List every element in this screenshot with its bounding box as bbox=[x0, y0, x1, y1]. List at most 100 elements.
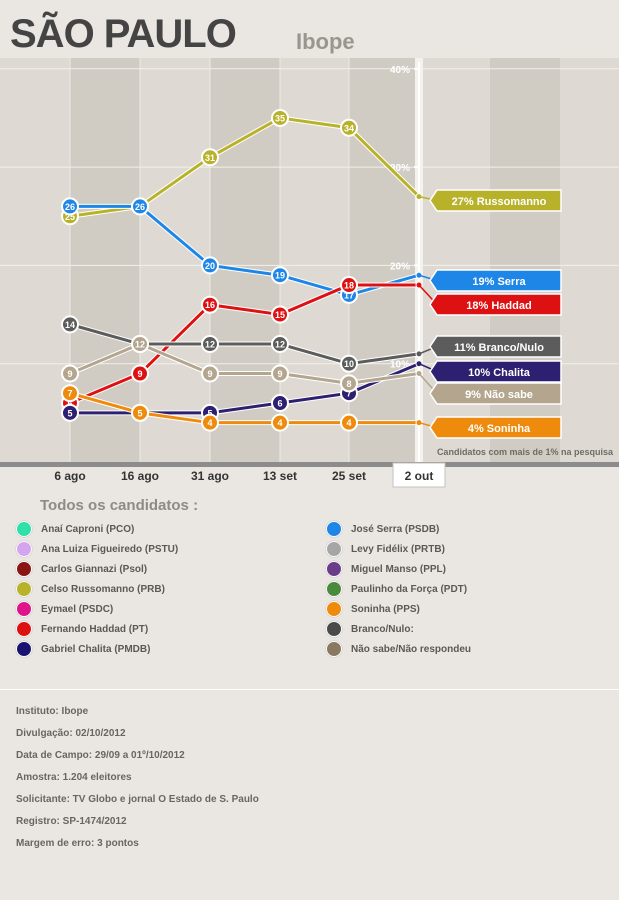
series-end-tag bbox=[429, 269, 562, 292]
line-chart: 40% 30% 20% 10% 6 ago 16 ago 31 ago 13 set 25 se… bbox=[0, 58, 619, 488]
legend-color-dot bbox=[16, 521, 32, 537]
divider bbox=[0, 689, 619, 690]
page-title: SÃO PAULO bbox=[10, 12, 237, 56]
x-axis-bar bbox=[0, 462, 619, 467]
legend-item: Celso Russomanno (PRB) bbox=[16, 580, 165, 598]
legend-label: José Serra (PSDB) bbox=[351, 523, 440, 535]
data-label: 10 bbox=[344, 359, 354, 369]
column-band bbox=[349, 58, 419, 462]
legend-item: Não sabe/Não respondeu bbox=[326, 640, 471, 658]
series-end-tag bbox=[429, 382, 562, 405]
data-point bbox=[271, 305, 289, 324]
data-label: 9 bbox=[67, 369, 72, 379]
data-point bbox=[340, 118, 358, 137]
x-tick-label: 25 set bbox=[332, 469, 366, 483]
data-label: 12 bbox=[135, 340, 145, 350]
data-point bbox=[201, 256, 219, 275]
data-label: 16 bbox=[205, 300, 215, 310]
y-tick-label: 40% bbox=[390, 65, 410, 76]
info-line: Margem de erro: 3 pontos bbox=[16, 838, 139, 849]
data-label: 4 bbox=[277, 418, 282, 428]
data-point bbox=[340, 354, 358, 373]
data-point bbox=[61, 403, 79, 422]
series-end-tag-label: 27% Russomanno bbox=[452, 196, 547, 208]
series-end-tag-label: 9% Não sabe bbox=[465, 389, 533, 401]
data-point bbox=[61, 384, 79, 403]
series-end-tag bbox=[429, 360, 562, 383]
legend-label: Anaí Caproni (PCO) bbox=[41, 523, 135, 535]
data-point bbox=[201, 413, 219, 432]
data-point bbox=[271, 335, 289, 354]
page-subtitle: Ibope bbox=[296, 29, 355, 54]
data-point bbox=[61, 364, 79, 383]
series-end-tag bbox=[429, 416, 562, 439]
series-line bbox=[69, 322, 420, 366]
legend-color-dot bbox=[326, 621, 342, 637]
column-band bbox=[210, 58, 280, 462]
legend-color-dot bbox=[16, 641, 32, 657]
legend-item: Levy Fidélix (PRTB) bbox=[326, 540, 445, 558]
data-point bbox=[340, 374, 358, 393]
data-label: 5 bbox=[207, 408, 212, 418]
data-label: 25 bbox=[65, 212, 75, 222]
data-label: 4 bbox=[207, 418, 212, 428]
y-tick-label: 20% bbox=[390, 261, 410, 272]
info-line: Registro: SP-1474/2012 bbox=[16, 816, 127, 827]
legend-color-dot bbox=[326, 641, 342, 657]
y-tick-label: 30% bbox=[390, 163, 410, 174]
data-point bbox=[131, 364, 149, 383]
data-label: 12 bbox=[275, 340, 285, 350]
data-label: 9 bbox=[137, 369, 142, 379]
series-end-tag bbox=[429, 293, 562, 316]
data-point bbox=[131, 197, 149, 216]
legend-item: Paulinho da Força (PDT) bbox=[326, 580, 467, 598]
data-label: 9 bbox=[207, 369, 212, 379]
data-label: 7 bbox=[67, 389, 72, 399]
data-point bbox=[340, 276, 358, 295]
series-line bbox=[69, 283, 419, 405]
data-point bbox=[271, 108, 289, 127]
data-label: 14 bbox=[65, 320, 75, 330]
legend-color-dot bbox=[326, 541, 342, 557]
info-line: Instituto: Ibope bbox=[16, 706, 89, 717]
data-point bbox=[201, 148, 219, 167]
legend-label: Não sabe/Não respondeu bbox=[351, 643, 472, 655]
info-line: Data de Campo: 29/09 a 01º/10/2012 bbox=[16, 750, 185, 761]
legend-item: Branco/Nulo: bbox=[326, 620, 414, 638]
x-tick-label: 31 ago bbox=[191, 469, 229, 483]
legend-color-dot bbox=[16, 621, 32, 637]
data-point bbox=[201, 295, 219, 314]
data-label: 26 bbox=[65, 202, 75, 212]
legend-item: José Serra (PSDB) bbox=[326, 520, 439, 538]
legend-color-dot bbox=[326, 601, 342, 617]
data-point bbox=[201, 364, 219, 383]
info-line: Amostra: 1.204 eleitores bbox=[16, 772, 132, 783]
legend-color-dot bbox=[326, 561, 342, 577]
data-point bbox=[415, 271, 423, 279]
legend-item: Miguel Manso (PPL) bbox=[326, 560, 446, 578]
data-point bbox=[131, 335, 149, 354]
data-label: 19 bbox=[275, 271, 285, 281]
data-label: 7 bbox=[346, 389, 351, 399]
x-axis-area bbox=[0, 467, 619, 488]
series-line bbox=[69, 391, 419, 425]
data-point bbox=[271, 364, 289, 383]
legend-item: Anaí Caproni (PCO) bbox=[16, 520, 134, 538]
legend-label: Fernando Haddad (PT) bbox=[41, 623, 149, 635]
legend-label: Celso Russomanno (PRB) bbox=[41, 583, 165, 595]
series-end-tag-label: 10% Chalita bbox=[468, 367, 531, 379]
data-point bbox=[61, 315, 79, 334]
data-label: 26 bbox=[135, 202, 145, 212]
data-point bbox=[271, 394, 289, 413]
legend-color-dot bbox=[16, 601, 32, 617]
legend-item: Eymael (PSDC) bbox=[16, 600, 113, 618]
legend-color-dot bbox=[16, 561, 32, 577]
info-line: Solicitante: TV Globo e jornal O Estado … bbox=[16, 794, 259, 805]
x-tick-label: 16 ago bbox=[121, 469, 159, 483]
data-label: 12 bbox=[205, 340, 215, 350]
data-label: 17 bbox=[344, 290, 354, 300]
x-tick-label: 13 set bbox=[263, 469, 297, 483]
data-point bbox=[131, 403, 149, 422]
data-point bbox=[271, 266, 289, 285]
legend-label: Carlos Giannazi (Psol) bbox=[41, 563, 148, 575]
